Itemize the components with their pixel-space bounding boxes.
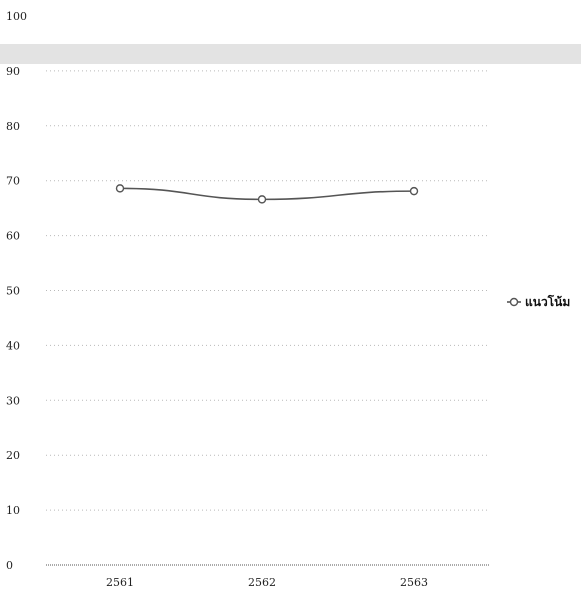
legend-marker-swatch [509,297,519,307]
y-tick-label: 70 [6,175,20,188]
legend-label: แนวโน้ม [525,294,570,309]
x-tick-label: 2561 [106,576,134,589]
legend: แนวโน้ม [507,294,570,309]
y-tick-label: 0 [6,559,13,572]
x-axis-ticks: 2561 2562 2563 [106,576,428,589]
plot-top-band [0,44,581,64]
data-point-2562 [257,195,267,204]
y-tick-label: 60 [6,230,20,243]
y-tick-label: 80 [6,120,20,133]
y-tick-label: 20 [6,449,20,462]
y-tick-label: 90 [6,65,20,78]
data-point-2561 [115,184,125,193]
y-tick-label: 50 [6,285,20,298]
data-point-2563 [409,186,419,196]
y-tick-label: 100 [6,10,27,23]
series-group [115,184,419,204]
y-tick-label: 40 [6,339,20,352]
x-tick-label: 2562 [248,576,276,589]
x-tick-label: 2563 [400,576,428,589]
gridlines [46,70,490,566]
y-axis-ticks: 0 10 20 30 40 50 60 70 80 90 100 [6,10,27,572]
series-line [119,187,415,201]
y-tick-label: 30 [6,394,20,407]
y-tick-label: 10 [6,504,20,517]
